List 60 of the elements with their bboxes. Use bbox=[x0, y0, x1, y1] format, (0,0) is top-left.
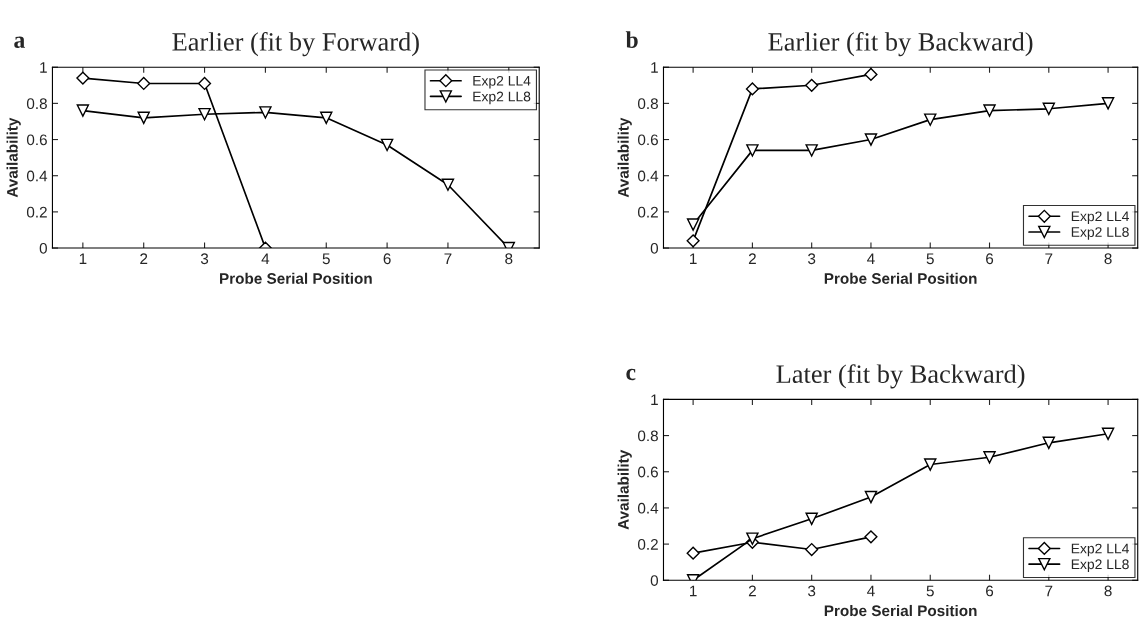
x-tick-label: 3 bbox=[200, 253, 209, 265]
y-tick-label: 1 bbox=[651, 62, 658, 73]
y-tick-label: 0.6 bbox=[637, 134, 658, 146]
x-tick-label: 6 bbox=[986, 585, 994, 597]
text: a bbox=[14, 36, 25, 48]
y-tick-label: 1 bbox=[40, 62, 47, 73]
chart-title: Earlier (fit by Backward) bbox=[768, 31, 1033, 57]
chart-title: Earlier (fit by Forward) bbox=[172, 31, 419, 57]
x-tick-label: 1 bbox=[79, 253, 87, 264]
x-axis-title: Probe Serial Position bbox=[824, 272, 977, 284]
legend-label: Exp2 LL8 bbox=[1071, 227, 1129, 240]
x-tick-label: 7 bbox=[1045, 253, 1053, 264]
x-axis-title: Probe Serial Position bbox=[220, 272, 372, 284]
x-tick-label: 2 bbox=[140, 253, 148, 264]
y-axis-title: Availability bbox=[6, 117, 21, 198]
y-tick-label: 1 bbox=[651, 394, 658, 405]
y-tick-label: 0 bbox=[650, 575, 659, 586]
x-tick-label: 4 bbox=[867, 253, 875, 264]
y-tick-label: 0.2 bbox=[26, 206, 47, 218]
x-tick-label: 8 bbox=[505, 253, 513, 265]
x-tick-label: 7 bbox=[444, 253, 452, 264]
y-tick-label: 0.4 bbox=[26, 170, 48, 182]
x-tick-label: 1 bbox=[690, 585, 697, 597]
x-tick-label: 2 bbox=[748, 253, 756, 264]
y-tick-label: 0.8 bbox=[26, 98, 47, 110]
text: b bbox=[625, 31, 638, 48]
x-tick-label: 4 bbox=[867, 585, 875, 597]
y-tick-label: 0.8 bbox=[637, 98, 658, 110]
y-tick-label: 0.2 bbox=[637, 538, 658, 550]
legend-label: Exp2 LL4 bbox=[1071, 543, 1129, 557]
x-tick-label: 7 bbox=[1045, 585, 1053, 597]
x-tick-label: 4 bbox=[261, 253, 270, 264]
chart-title: Later (fit by Backward) bbox=[776, 364, 1025, 389]
x-tick-label: 5 bbox=[322, 253, 330, 265]
x-tick-label: 1 bbox=[690, 253, 697, 264]
y-tick-label: 0.8 bbox=[637, 430, 658, 442]
x-tick-label: 3 bbox=[808, 253, 816, 265]
y-tick-label: 0.6 bbox=[26, 134, 47, 146]
x-tick-label: 5 bbox=[926, 585, 934, 597]
y-tick-label: 0.4 bbox=[637, 170, 659, 182]
x-tick-label: 3 bbox=[808, 585, 816, 597]
y-tick-label: 0.6 bbox=[637, 466, 658, 478]
x-tick-label: 5 bbox=[926, 253, 934, 265]
y-tick-label: 0.2 bbox=[637, 206, 658, 218]
legend-label: Exp2 LL4 bbox=[473, 75, 531, 89]
legend-label: Exp2 LL4 bbox=[1071, 211, 1129, 224]
x-tick-label: 2 bbox=[748, 585, 756, 597]
y-tick-label: 0 bbox=[650, 242, 659, 254]
x-tick-label: 8 bbox=[1104, 585, 1112, 597]
text: c bbox=[626, 368, 636, 381]
x-tick-label: 8 bbox=[1104, 253, 1112, 265]
y-tick-label: 0 bbox=[39, 242, 47, 254]
legend-label: Exp2 LL8 bbox=[473, 91, 531, 105]
legend-label: Exp2 LL8 bbox=[1071, 559, 1129, 572]
x-axis-title: Probe Serial Position bbox=[824, 604, 977, 617]
x-tick-label: 6 bbox=[986, 253, 994, 265]
y-axis-title: Availability bbox=[617, 449, 632, 530]
x-tick-label: 6 bbox=[383, 253, 391, 265]
y-tick-label: 0.4 bbox=[637, 502, 659, 514]
y-axis-title: Availability bbox=[617, 117, 632, 198]
